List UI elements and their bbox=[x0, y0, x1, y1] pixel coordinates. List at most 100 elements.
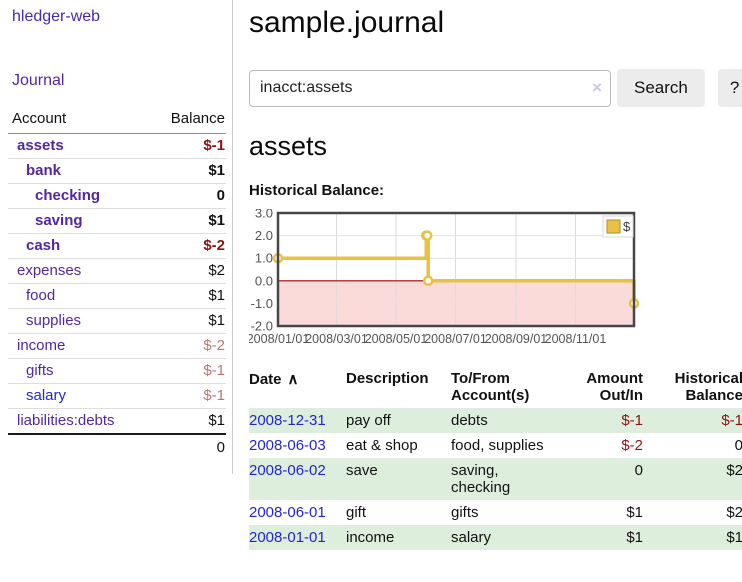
register-table: Date ∧ Description To/From Account(s) Amo… bbox=[249, 367, 742, 550]
register-header-amount: Amount Out/In bbox=[586, 370, 643, 404]
register-header-balance: Historical Balance bbox=[674, 370, 742, 404]
register-cell-date: 2008-06-01 bbox=[249, 500, 346, 525]
plot-border bbox=[276, 211, 636, 328]
register-cell-accounts: saving, checking bbox=[451, 458, 571, 500]
account-row: food $1 bbox=[8, 283, 226, 309]
svg-text:2.0: 2.0 bbox=[255, 228, 273, 243]
register-cell-balance: 0 bbox=[734, 437, 742, 454]
register-cell-date: 2008-01-01 bbox=[249, 525, 346, 550]
date-link[interactable]: 2008-06-01 bbox=[249, 504, 326, 521]
accounts-text: gifts bbox=[451, 504, 479, 521]
accounts-header-balance: Balance bbox=[148, 107, 226, 134]
register-cell-description: gift bbox=[346, 504, 367, 521]
account-balance: $1 bbox=[148, 158, 226, 184]
account-balance: $1 bbox=[148, 208, 226, 234]
account-row: saving $1 bbox=[8, 208, 226, 234]
date-link[interactable]: 2008-01-01 bbox=[249, 529, 326, 546]
svg-text:2008/03/01: 2008/03/01 bbox=[305, 332, 368, 346]
account-row: salary $-1 bbox=[8, 383, 226, 409]
register-row: 2008-01-01 income salary $1 $1 bbox=[249, 525, 742, 550]
svg-text:2008/09/01: 2008/09/01 bbox=[485, 332, 548, 346]
register-cell-balance: $2 bbox=[726, 462, 742, 479]
account-link-income[interactable]: income bbox=[17, 337, 66, 354]
search-bar: × Search ? bbox=[249, 69, 742, 107]
help-button[interactable]: ? bbox=[717, 69, 742, 107]
accounts-text: salary bbox=[451, 529, 492, 546]
data-point-marker bbox=[422, 275, 434, 287]
search-button[interactable]: Search bbox=[617, 69, 705, 107]
historical-balance-chart: 3.0 2.0 1.0 0.0 -1.0 -2.02008/01/012008/03/01… bbox=[249, 209, 640, 346]
register-cell-amount: $1 bbox=[626, 529, 643, 546]
account-balance: $-1 bbox=[148, 383, 226, 409]
date-link[interactable]: 2008-12-31 bbox=[249, 412, 326, 429]
svg-text:-2.0: -2.0 bbox=[251, 319, 273, 334]
account-balance: $2 bbox=[148, 258, 226, 284]
account-row: bank $1 bbox=[8, 158, 226, 184]
account-balance: $-2 bbox=[148, 233, 226, 259]
account-link-cash[interactable]: cash bbox=[26, 237, 61, 254]
account-row: liabilities:debts $1 bbox=[8, 408, 226, 434]
account-balance: $1 bbox=[148, 408, 226, 434]
svg-text:2008/07/01: 2008/07/01 bbox=[424, 332, 487, 346]
brand-link[interactable]: hledger-web bbox=[12, 8, 101, 25]
account-link-assets[interactable]: assets bbox=[17, 137, 64, 154]
account-link-bank[interactable]: bank bbox=[26, 162, 62, 179]
register-cell-description: pay off bbox=[346, 412, 391, 429]
accounts-text: saving, checking bbox=[451, 462, 511, 496]
register-cell-accounts: food, supplies bbox=[451, 433, 571, 458]
chart-label: Historical Balance: bbox=[249, 182, 385, 199]
account-link-checking[interactable]: checking bbox=[35, 187, 101, 204]
register-cell-date: 2008-12-31 bbox=[249, 408, 346, 433]
register-row: 2008-12-31 pay off debts $-1 $-1 bbox=[249, 408, 742, 433]
legend-swatch bbox=[606, 219, 621, 234]
register-cell-description: eat & shop bbox=[346, 437, 418, 454]
accounts-header-account: Account bbox=[8, 107, 149, 134]
register-row: 2008-06-03 eat & shop food, supplies $-2 0 bbox=[249, 433, 742, 458]
register-cell-balance: $2 bbox=[726, 504, 742, 521]
register-header-date[interactable]: Date ∧ bbox=[249, 371, 299, 388]
account-row: income $-2 bbox=[8, 333, 226, 359]
account-link-saving[interactable]: saving bbox=[35, 212, 83, 229]
accounts-total-spacer bbox=[8, 433, 149, 460]
account-link-expenses[interactable]: expenses bbox=[17, 262, 82, 279]
register-cell-description: save bbox=[346, 462, 378, 479]
account-row: assets $-1 bbox=[8, 133, 226, 159]
svg-text:-1.0: -1.0 bbox=[251, 296, 273, 311]
svg-text:2008/01/01: 2008/01/01 bbox=[249, 332, 309, 346]
search-input-wrap: × bbox=[249, 69, 611, 107]
account-link-supplies[interactable]: supplies bbox=[26, 312, 82, 329]
register-cell-amount: $-2 bbox=[621, 437, 643, 454]
account-link-salary[interactable]: salary bbox=[26, 387, 67, 404]
account-row: expenses $2 bbox=[8, 258, 226, 284]
account-row: gifts $-1 bbox=[8, 358, 226, 384]
account-row: cash $-2 bbox=[8, 233, 226, 259]
account-link-liabilities-debts[interactable]: liabilities:debts bbox=[17, 412, 115, 429]
account-link-food[interactable]: food bbox=[26, 287, 56, 304]
account-link-gifts[interactable]: gifts bbox=[26, 362, 54, 379]
data-point-marker bbox=[421, 230, 433, 241]
date-link[interactable]: 2008-06-03 bbox=[249, 437, 326, 454]
page-title: sample.journal bbox=[249, 6, 445, 39]
accounts-total-row: 0 bbox=[8, 433, 226, 460]
app-layout: hledger-web Journal Account Balance asse… bbox=[0, 0, 742, 550]
account-balance: $1 bbox=[148, 283, 226, 309]
register-cell-date: 2008-06-03 bbox=[249, 433, 346, 458]
register-cell-balance: $-1 bbox=[721, 412, 742, 429]
register-header-accounts: To/From Account(s) bbox=[451, 370, 530, 404]
register-header-row: Date ∧ Description To/From Account(s) Amo… bbox=[249, 367, 742, 408]
search-input[interactable] bbox=[249, 69, 611, 107]
account-balance: $-1 bbox=[148, 358, 226, 384]
sidebar: hledger-web Journal Account Balance asse… bbox=[0, 0, 233, 474]
register-cell-date: 2008-06-02 bbox=[249, 458, 346, 500]
accounts-text: debts bbox=[451, 412, 488, 429]
clear-search-icon[interactable]: × bbox=[592, 77, 602, 97]
accounts-header-row: Account Balance bbox=[8, 107, 226, 134]
sidebar-item-journal[interactable]: Journal bbox=[12, 72, 65, 89]
account-heading: assets bbox=[249, 131, 328, 161]
date-link[interactable]: 2008-06-02 bbox=[249, 462, 326, 479]
register-cell-amount: $-1 bbox=[621, 412, 643, 429]
register-cell-balance: $1 bbox=[726, 529, 742, 546]
svg-text:3.0: 3.0 bbox=[255, 209, 273, 221]
accounts-text: food, supplies bbox=[451, 437, 544, 454]
accounts-table: Account Balance assets $-1 bank $1 checking 0… bbox=[8, 107, 226, 460]
